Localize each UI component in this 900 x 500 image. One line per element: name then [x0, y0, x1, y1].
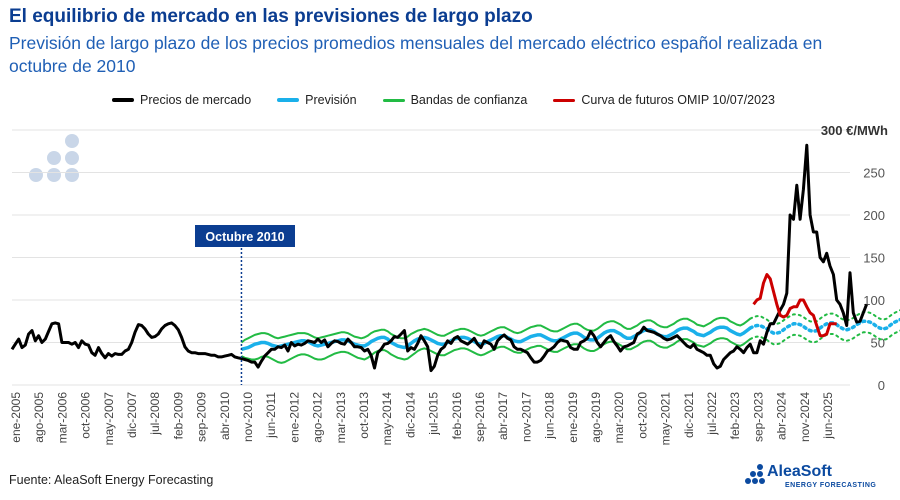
x-tick-label: jul-2022: [705, 392, 719, 436]
x-tick-label: jul-2015: [427, 392, 441, 436]
annotation-label: Octubre 2010: [205, 230, 284, 244]
series-line-forecast: [241, 325, 752, 351]
x-tick-label: ene-2012: [287, 392, 301, 443]
x-tick-label: oct-2006: [79, 392, 93, 439]
x-tick-label: may-2021: [659, 392, 673, 446]
x-tick-label: jul-2008: [148, 392, 162, 436]
chart-subtitle: Previsión de largo plazo de los precios …: [9, 33, 823, 76]
x-tick-label: sep-2009: [195, 392, 209, 442]
x-tick-label: mar-2013: [334, 392, 348, 444]
series-line-band-upper-projection: [749, 309, 900, 325]
series-line-futures: [752, 273, 837, 338]
legend-label-bands: Bandas de confianza: [410, 93, 528, 107]
x-tick-label: dic-2007: [125, 392, 139, 438]
y-tick-label: 100: [863, 293, 885, 308]
x-tick-label: mar-2006: [55, 392, 69, 444]
x-tick-label: ago-2005: [32, 392, 46, 443]
legend-label-forecast: Previsión: [305, 93, 357, 107]
x-tick-label: nov-2017: [519, 392, 533, 442]
x-tick-label: may-2007: [102, 392, 116, 446]
x-tick-label: ene-2019: [566, 392, 580, 443]
x-tick-label: may-2014: [380, 392, 394, 446]
series-line-band-lower: [241, 337, 751, 364]
aleasoft-watermark-icon: [29, 134, 79, 182]
y-tick-label: 0: [878, 378, 885, 393]
x-tick-label: abr-2017: [496, 392, 510, 440]
x-tick-label: ago-2019: [589, 392, 603, 443]
annotation-box: [195, 225, 295, 247]
legend-label-futures: Curva de futuros OMIP 10/07/2023: [581, 93, 775, 107]
y-tick-label: 200: [863, 208, 885, 223]
x-tick-label: oct-2020: [635, 392, 649, 439]
x-tick-label: feb-2009: [171, 392, 185, 440]
chart-title: El equilibrio de mercado en las previsio…: [9, 6, 533, 27]
chart-legend: Precios de mercado Previsión Bandas de c…: [112, 93, 801, 107]
source-note: Fuente: AleaSoft Energy Forecasting: [9, 473, 214, 487]
legend-swatch-forecast: [277, 98, 300, 102]
legend-item-market: Precios de mercado: [112, 93, 251, 107]
x-tick-label: abr-2024: [775, 392, 789, 440]
x-tick-label: oct-2013: [357, 392, 371, 439]
y-tick-label: 250: [863, 166, 885, 181]
legend-item-forecast: Previsión: [277, 93, 357, 107]
x-tick-label: nov-2010: [241, 392, 255, 442]
x-tick-label: ene-2005: [9, 392, 23, 443]
legend-item-futures: Curva de futuros OMIP 10/07/2023: [553, 93, 775, 107]
series-line-market: [10, 143, 868, 373]
aleasoft-logo: AleaSoft ENERGY FORECASTING: [745, 463, 877, 493]
y-tick-label: 50: [871, 336, 885, 351]
x-tick-label: mar-2020: [612, 392, 626, 444]
x-tick-label: jun-2025: [821, 392, 835, 440]
x-tick-label: feb-2016: [450, 392, 464, 440]
x-tick-label: jun-2011: [264, 392, 278, 439]
legend-label-market: Precios de mercado: [140, 93, 252, 107]
x-tick-label: feb-2023: [728, 392, 742, 440]
x-tick-label: sep-2016: [473, 392, 487, 442]
x-tick-label: abr-2010: [218, 392, 232, 440]
y-tick-label: 150: [863, 251, 885, 266]
x-tick-label: dic-2014: [403, 392, 417, 438]
series-line-forecast-projection: [748, 317, 900, 335]
legend-swatch-market: [112, 98, 134, 102]
brand-tagline: ENERGY FORECASTING: [785, 482, 877, 489]
series-line-band-lower-projection: [749, 329, 900, 346]
x-tick-label: dic-2021: [682, 392, 696, 438]
brand-name: AleaSoft: [767, 463, 832, 480]
legend-swatch-bands: [382, 98, 405, 102]
legend-item-bands: Bandas de confianza: [382, 93, 528, 107]
y-axis-unit-label: 300 €/MWh: [821, 123, 888, 138]
series-line-band-upper: [240, 316, 751, 344]
legend-swatch-futures: [553, 98, 576, 102]
x-tick-label: sep-2023: [751, 392, 765, 442]
aleasoft-logo-icon: [745, 464, 765, 484]
x-tick-label: jun-2018: [543, 392, 557, 440]
x-tick-label: nov-2024: [798, 392, 812, 442]
x-tick-label: ago-2012: [311, 392, 325, 443]
